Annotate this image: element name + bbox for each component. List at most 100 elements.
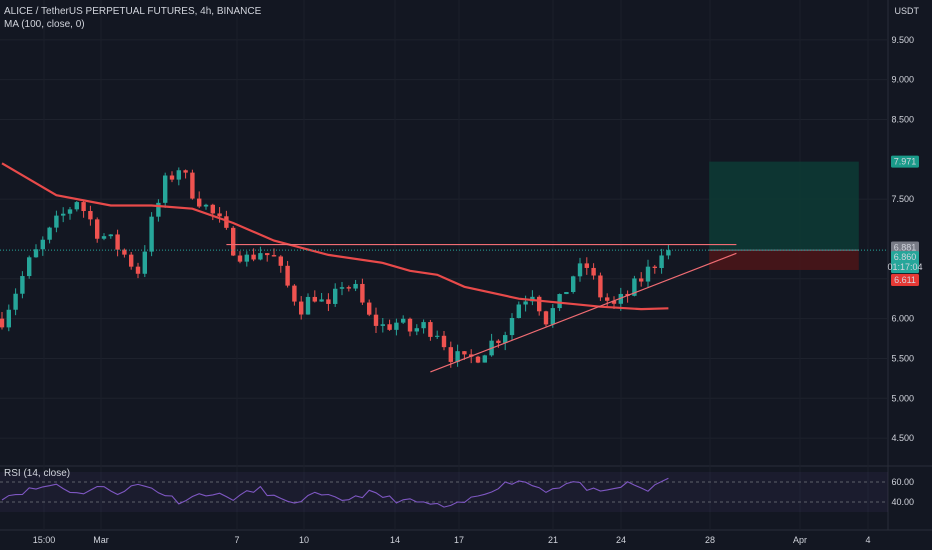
candle-body bbox=[115, 234, 120, 250]
candle-body bbox=[353, 283, 358, 289]
position-zones bbox=[709, 161, 859, 270]
candle-body bbox=[339, 287, 345, 289]
candle-body bbox=[584, 263, 589, 268]
candle-body bbox=[305, 296, 311, 315]
candle-body bbox=[6, 309, 11, 328]
candle-body bbox=[659, 255, 664, 268]
candle-body bbox=[591, 267, 596, 276]
candle-body bbox=[244, 254, 249, 262]
rsi-panel bbox=[0, 472, 888, 512]
x-axis[interactable]: 15:00 Mar 7 10 14 17 21 24 28 Apr 4 bbox=[33, 535, 871, 545]
candle-body bbox=[441, 335, 447, 348]
candle-body bbox=[27, 257, 32, 277]
candle-body bbox=[333, 288, 338, 304]
candle-body bbox=[203, 204, 209, 207]
candle-body bbox=[271, 255, 277, 257]
y-axis[interactable]: 9.5009.0008.5007.5006.5006.0005.5005.000… bbox=[891, 6, 919, 507]
candle-body bbox=[543, 311, 549, 325]
candle-body bbox=[74, 202, 79, 210]
candle-body bbox=[387, 324, 392, 330]
candle-body bbox=[258, 253, 263, 260]
x-tick-label: 7 bbox=[234, 535, 239, 545]
candle-body bbox=[20, 276, 25, 294]
y-tick-label: 8.500 bbox=[891, 114, 914, 124]
candle-body bbox=[326, 299, 331, 304]
ma-legend[interactable]: MA (100, close, 0) bbox=[4, 19, 85, 30]
candle-body bbox=[67, 209, 73, 214]
y-tick-label: 4.500 bbox=[891, 433, 914, 443]
target-price-badge-text: 7.971 bbox=[894, 157, 917, 167]
rsi-tick-label: 40.00 bbox=[891, 497, 914, 507]
x-tick-label: 17 bbox=[454, 535, 464, 545]
target-zone bbox=[709, 161, 859, 251]
rsi-band bbox=[0, 472, 888, 512]
candle-body bbox=[251, 254, 256, 260]
support-trendline bbox=[430, 252, 737, 373]
candle-body bbox=[550, 308, 555, 325]
grid-layer bbox=[0, 0, 932, 531]
candle-body bbox=[108, 234, 113, 237]
candle-body bbox=[0, 318, 5, 328]
ma-layer bbox=[1, 162, 669, 311]
candle-body bbox=[217, 213, 222, 217]
x-tick-label: 28 bbox=[705, 535, 715, 545]
rsi-line bbox=[1, 477, 669, 508]
candle-body bbox=[618, 293, 623, 304]
ma-line bbox=[1, 162, 669, 311]
candle-body bbox=[122, 249, 127, 255]
candle-body bbox=[516, 304, 521, 318]
candle-body bbox=[645, 266, 651, 282]
candle-body bbox=[380, 324, 385, 326]
candle-body bbox=[190, 172, 195, 199]
current-price-badge bbox=[891, 251, 919, 274]
candle-body bbox=[367, 302, 372, 315]
currency-label: USDT bbox=[895, 6, 920, 16]
candle-body bbox=[33, 249, 39, 258]
candle-body bbox=[414, 328, 419, 332]
candle-body bbox=[40, 239, 45, 250]
candles-layer bbox=[0, 167, 671, 368]
rsi-legend[interactable]: RSI (14, close) bbox=[4, 468, 71, 479]
candle-body bbox=[285, 265, 290, 286]
candle-body bbox=[54, 215, 59, 228]
candle-body bbox=[523, 301, 528, 305]
candle-body bbox=[394, 322, 399, 330]
candle-body bbox=[163, 175, 168, 203]
candle-body bbox=[183, 170, 188, 173]
x-tick-label: Apr bbox=[793, 535, 807, 545]
candle-body bbox=[224, 216, 229, 228]
candle-body bbox=[176, 170, 181, 180]
candle-body bbox=[101, 236, 107, 239]
candle-body bbox=[265, 253, 270, 256]
stop-price-badge-text: 6.611 bbox=[894, 275, 916, 285]
y-tick-label: 5.500 bbox=[891, 353, 914, 363]
candle-body bbox=[455, 351, 460, 362]
candle-body bbox=[666, 250, 671, 256]
candle-body bbox=[360, 283, 365, 303]
candle-body bbox=[373, 314, 379, 326]
candle-body bbox=[509, 317, 515, 336]
x-tick-label: 21 bbox=[548, 535, 558, 545]
x-tick-label: 4 bbox=[865, 535, 870, 545]
y-tick-label: 9.500 bbox=[891, 35, 914, 45]
candle-body bbox=[611, 300, 617, 304]
candle-body bbox=[598, 275, 603, 298]
high-price-badge-text: 6.881 bbox=[894, 242, 917, 252]
current-price-badge-countdown: 01:17:04 bbox=[887, 262, 922, 272]
x-tick-label: Mar bbox=[93, 535, 109, 545]
candle-body bbox=[169, 175, 175, 180]
candle-body bbox=[95, 219, 100, 239]
candle-body bbox=[482, 355, 487, 363]
candle-body bbox=[571, 276, 576, 293]
candle-body bbox=[231, 227, 236, 256]
target-price-badge bbox=[891, 155, 919, 168]
candle-body bbox=[135, 266, 141, 274]
candle-body bbox=[149, 216, 154, 252]
candle-body bbox=[632, 278, 637, 296]
x-tick-label: 10 bbox=[299, 535, 309, 545]
drawings-layer bbox=[0, 243, 888, 373]
symbol-legend[interactable]: ALICE / TetherUS PERPETUAL FUTURES, 4h, … bbox=[4, 6, 262, 17]
candle-body bbox=[210, 204, 215, 214]
candle-body bbox=[13, 293, 18, 310]
